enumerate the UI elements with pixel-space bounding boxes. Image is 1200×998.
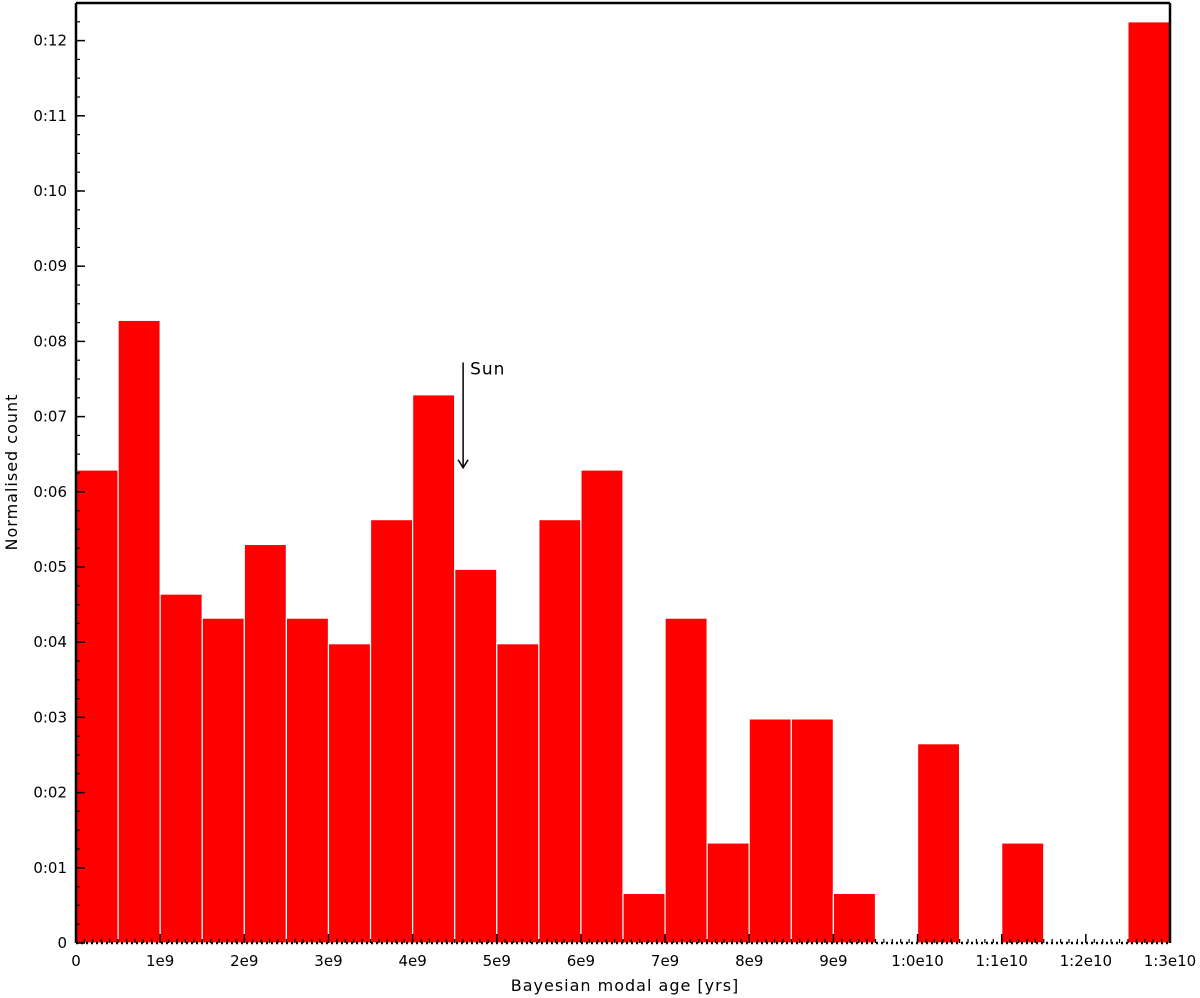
y-tick-label: 0:02 xyxy=(33,784,67,802)
y-tick-label: 0:03 xyxy=(33,708,67,726)
histogram-bar xyxy=(159,593,203,944)
histogram-bar xyxy=(622,892,666,944)
x-tick-label: 2e9 xyxy=(230,952,258,970)
histogram-bar xyxy=(243,543,287,944)
x-axis-label: Bayesian modal age [yrs] xyxy=(511,976,740,995)
y-axis-label: Normalised count xyxy=(2,394,21,551)
histogram-bar xyxy=(369,519,414,944)
x-tick-label: 3e9 xyxy=(314,952,342,970)
histogram-bar xyxy=(790,718,834,944)
y-tick-label: 0:04 xyxy=(33,633,67,651)
y-tick-label: 0:07 xyxy=(33,408,67,426)
histogram-bar xyxy=(327,643,372,944)
histogram-bar xyxy=(664,617,708,944)
x-tick-label: 1:1e10 xyxy=(975,952,1027,970)
histogram-bar xyxy=(75,469,119,944)
histogram-bar xyxy=(1127,21,1171,944)
bars-group xyxy=(75,21,1171,944)
x-tick-label: 1:2e10 xyxy=(1060,952,1112,970)
histogram-bar xyxy=(285,617,330,944)
y-tick-label: 0:09 xyxy=(33,257,67,275)
histogram-bar xyxy=(412,394,456,944)
histogram-bar xyxy=(201,617,245,944)
x-tick-label: 5e9 xyxy=(483,952,511,970)
x-tick-label: 0 xyxy=(71,952,81,970)
y-tick-label: 0:12 xyxy=(33,32,67,50)
x-tick-label: 4e9 xyxy=(398,952,426,970)
y-tick-label: 0:11 xyxy=(33,107,67,125)
x-tick-label: 7e9 xyxy=(651,952,679,970)
ticks-group xyxy=(75,2,1171,944)
histogram-bar xyxy=(117,319,161,944)
histogram-bar xyxy=(832,892,877,944)
histogram-bar xyxy=(580,469,624,944)
x-tick-label: 9e9 xyxy=(819,952,847,970)
histogram-bar xyxy=(496,643,540,944)
y-tick-label: 0:08 xyxy=(33,332,67,350)
x-tick-label: 1e9 xyxy=(146,952,174,970)
y-tick-label: 0:10 xyxy=(33,182,67,200)
annotations-group: Sun xyxy=(457,359,505,470)
x-tick-label: 6e9 xyxy=(567,952,595,970)
x-tick-label: 1:0e10 xyxy=(891,952,943,970)
x-tick-labels: 0 1e9 2e9 3e9 4e9 5e9 6e9 7e9 8e9 9e9 1:0e10 1:1e10… xyxy=(71,952,1196,970)
y-tick-labels: 0 0:01 0:02 0:03 0:04 0:05 0:06 0:07 0:08 0:09 0:1… xyxy=(33,32,67,952)
histogram-bar xyxy=(454,568,498,944)
histogram-bar xyxy=(1001,842,1045,944)
sun-annotation-label: Sun xyxy=(470,359,505,379)
histogram-bar xyxy=(748,718,792,944)
histogram-bar xyxy=(706,842,750,944)
x-tick-label: 8e9 xyxy=(735,952,763,970)
x-tick-label: 1:3e10 xyxy=(1144,952,1196,970)
histogram-bar xyxy=(538,519,582,944)
y-tick-label: 0:01 xyxy=(33,859,67,877)
y-tick-label: 0:05 xyxy=(33,558,67,576)
y-tick-label: 0:06 xyxy=(33,483,67,501)
histogram-bar xyxy=(916,743,961,944)
sun-arrow-head xyxy=(457,459,469,470)
y-tick-label: 0 xyxy=(57,934,67,952)
